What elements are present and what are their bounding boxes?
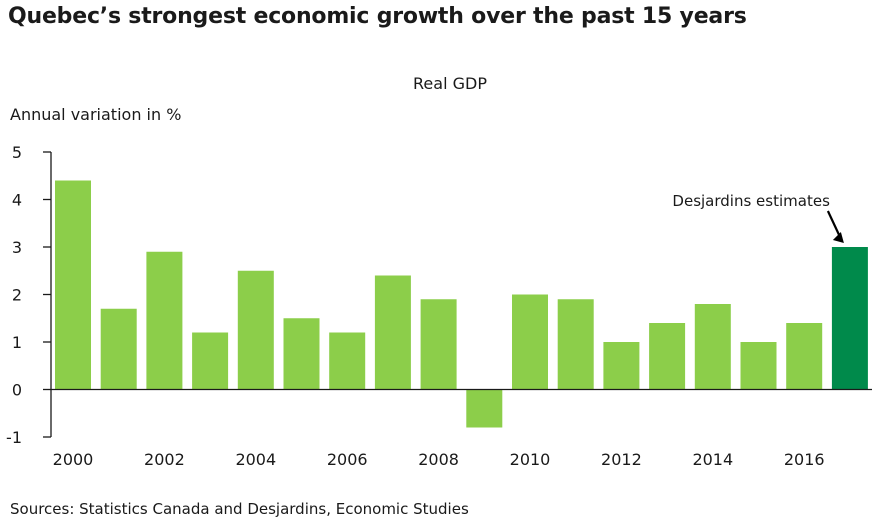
x-tick-label: 2010 — [510, 450, 551, 469]
bar-2016 — [786, 323, 823, 390]
annotation-arrow-head — [832, 232, 844, 243]
axes-group — [43, 151, 872, 438]
bar-2000 — [55, 180, 91, 390]
bar-2005 — [283, 318, 320, 390]
y-tick-label: 2 — [12, 286, 22, 305]
x-tick-label: 2012 — [601, 450, 642, 469]
bar-2012 — [603, 342, 640, 390]
annotation-group: Desjardins estimates — [672, 192, 844, 243]
bar-2002 — [146, 251, 183, 390]
y-tick-label: 1 — [12, 333, 22, 352]
x-tick-label: 2014 — [692, 450, 733, 469]
bar-2015 — [740, 342, 777, 390]
bar-2006 — [329, 332, 366, 390]
x-tick-label: 2016 — [784, 450, 825, 469]
x-tick-label: 2006 — [327, 450, 368, 469]
bar-2009 — [466, 389, 503, 428]
bar-2003 — [192, 332, 229, 390]
bar-2014 — [694, 304, 731, 390]
y-tick-label: -1 — [6, 428, 22, 447]
y-tick-label: 0 — [12, 381, 22, 400]
annotation-text: Desjardins estimates — [672, 192, 830, 210]
y-axis-label: Annual variation in % — [10, 105, 182, 124]
y-tick-label: 3 — [12, 238, 22, 257]
source-note: Sources: Statistics Canada and Desjardin… — [10, 500, 469, 518]
bar-2004 — [237, 270, 274, 390]
bar-2007 — [374, 275, 411, 390]
bar-2010 — [512, 294, 548, 390]
y-tick-label: 4 — [12, 191, 22, 210]
bar-2011 — [557, 299, 594, 390]
bar-2017 — [831, 247, 868, 390]
tick-labels-group: -1 0 1 2 3 4 5 2000 2002 2004 2006 2008 2010 2012 2014… — [6, 143, 825, 469]
chart-title: Quebec’s strongest economic growth over … — [8, 4, 747, 29]
bar-2001 — [100, 308, 137, 390]
bar-2013 — [649, 323, 686, 390]
x-tick-label: 2008 — [418, 450, 459, 469]
x-tick-label: 2002 — [144, 450, 185, 469]
bars-group — [55, 180, 868, 428]
chart-subtitle: Real GDP — [413, 74, 487, 93]
x-tick-label: 2000 — [53, 450, 94, 469]
bar-2008 — [420, 299, 457, 390]
x-tick-label: 2004 — [235, 450, 276, 469]
y-tick-label: 5 — [12, 143, 22, 162]
